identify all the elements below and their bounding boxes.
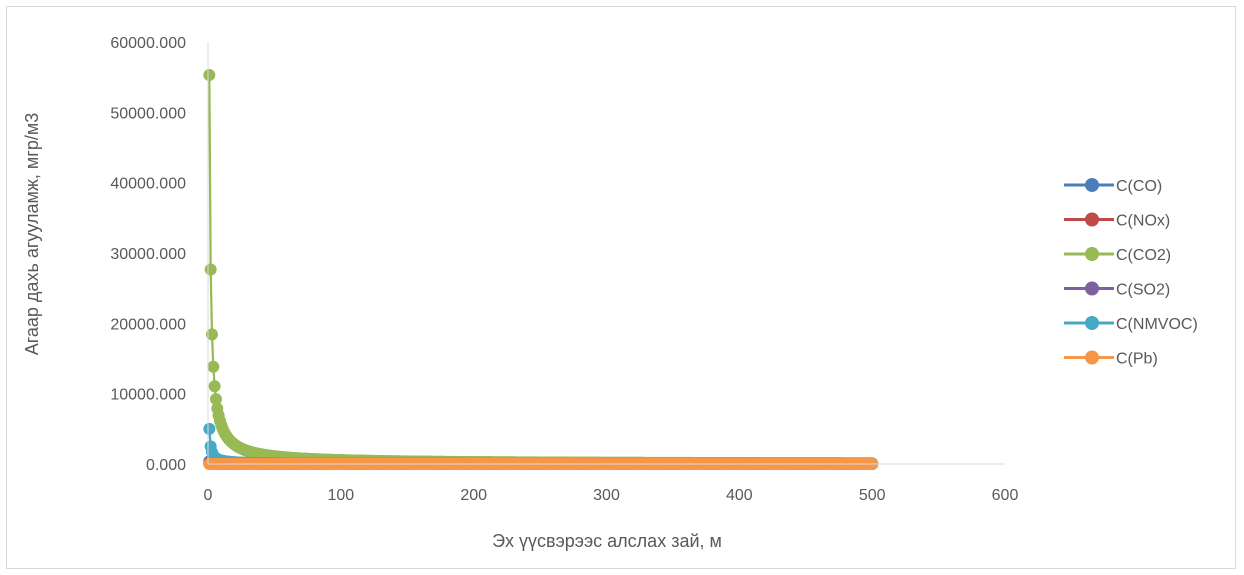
y-axis-title: Агаар дахь агууламж, мгр/м3 [22,113,42,356]
x-axis-title: Эх үүсвэрээс алслах зай, м [492,531,722,551]
y-tick-label: 30000.000 [110,246,186,263]
legend-swatch-marker [1085,316,1099,330]
y-tick-labels: 0.000 10000.000 20000.000 30000.000 40000.00… [110,35,186,474]
legend-item: C(NOx) [1064,212,1170,230]
legend-swatch-marker [1085,350,1099,365]
data-point [209,393,222,406]
x-tick-label: 400 [726,487,753,504]
y-tick-label: 20000.000 [110,316,186,333]
x-tick-label: 0 [204,487,213,504]
data-point [207,360,220,373]
legend-item: C(Pb) [1064,350,1158,368]
y-tick-label: 40000.000 [110,176,186,193]
data-point [203,422,216,435]
legend-swatch-marker [1085,212,1099,227]
legend-label: C(SO2) [1116,282,1170,299]
data-point [205,328,218,341]
series-line [208,75,873,465]
data-point [203,69,216,82]
legend-swatch-marker [1085,247,1099,261]
legend-item: C(CO2) [1064,247,1171,264]
legend-item: C(NMVOC) [1064,316,1198,333]
legend-label: C(Pb) [1116,351,1158,368]
axes [207,42,1005,465]
legend-label: C(CO2) [1116,247,1171,264]
legend: C(CO) C(NOx) C(CO2) C(SO2) C(NMVOC) C(Pb) [1064,178,1198,368]
x-tick-labels: 0 100 200 300 400 500 600 [204,487,1019,504]
legend-swatch-marker [1085,281,1099,296]
legend-label: C(NOx) [1116,213,1170,230]
x-tick-label: 600 [992,487,1019,504]
legend-label: C(CO) [1116,178,1162,195]
y-tick-label: 60000.000 [110,35,186,52]
data-point [204,263,217,276]
y-tick-label: 0.000 [146,457,186,474]
series-C(CO2) [203,69,879,470]
legend-swatch-marker [1085,178,1099,192]
series-C(Pb) [203,457,879,470]
y-tick-label: 50000.000 [110,105,186,122]
x-tick-label: 100 [327,487,354,504]
plot-area [203,69,879,470]
legend-label: C(NMVOC) [1116,316,1198,333]
legend-item: C(CO) [1064,178,1162,195]
legend-item: C(SO2) [1064,281,1170,299]
x-tick-label: 500 [859,487,886,504]
y-tick-label: 10000.000 [110,387,186,404]
x-tick-label: 200 [460,487,487,504]
data-point [208,380,221,393]
x-tick-label: 300 [593,487,620,504]
